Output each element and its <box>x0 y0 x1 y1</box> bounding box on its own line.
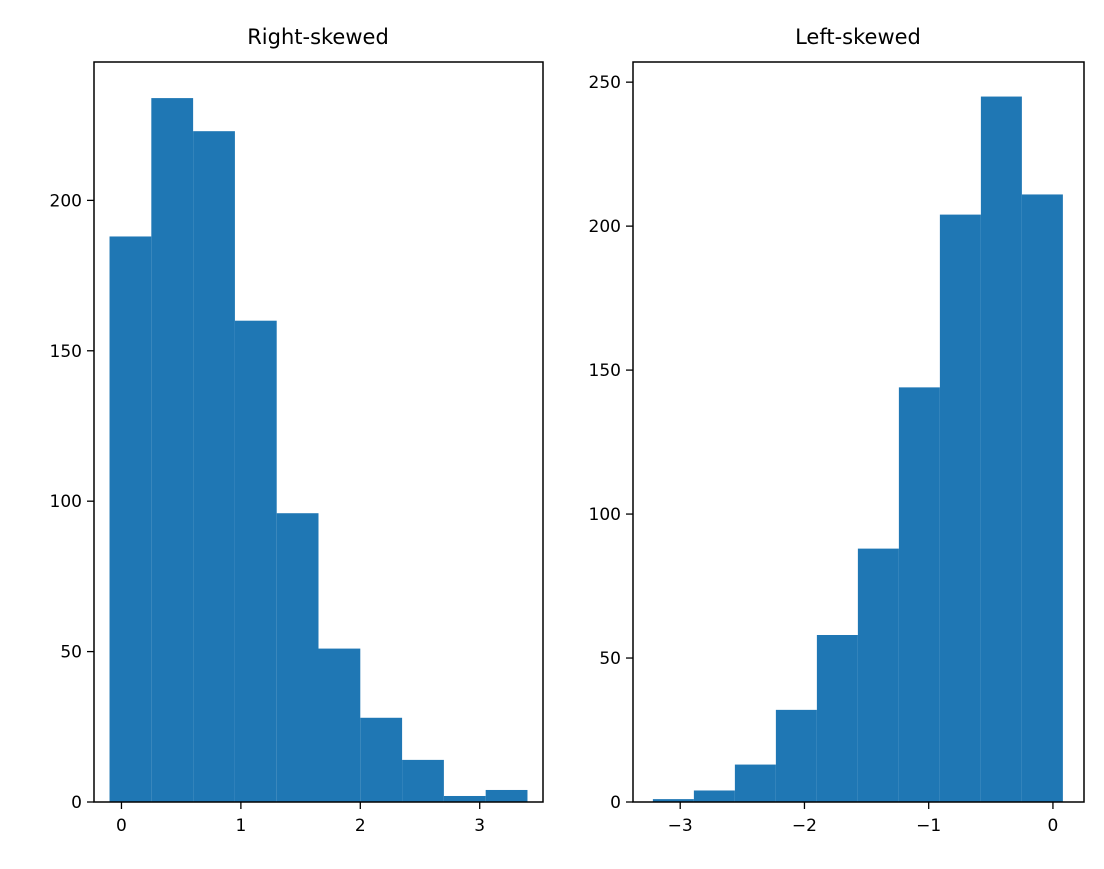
left-skewed-x-tick-label: 0 <box>1048 816 1059 836</box>
left-skewed-plot-frame <box>632 61 1085 803</box>
left-skewed-bar-3 <box>775 709 817 802</box>
left-skewed-bar-8 <box>980 96 1022 802</box>
right-skewed-bar-4 <box>276 513 319 802</box>
left-skewed-x-axis: −3 −2 −1 0 <box>668 802 1059 836</box>
right-skewed-x-axis: 0 1 2 3 <box>116 802 485 836</box>
left-skewed-bar-1 <box>693 790 735 802</box>
right-skewed-x-tick-label: 2 <box>355 816 366 836</box>
left-skewed-bar-6 <box>898 387 940 802</box>
right-skewed-bars <box>109 98 528 803</box>
left-skewed-bar-7 <box>939 214 981 803</box>
left-skewed-y-tick-label: 0 <box>610 793 621 813</box>
left-skewed-bar-0 <box>652 799 694 802</box>
right-skewed-x-tick-label: 0 <box>116 816 127 836</box>
left-skewed-x-tick-label: −2 <box>792 816 817 836</box>
left-skewed-y-tick-label: 100 <box>589 505 621 525</box>
right-skewed-bar-8 <box>443 795 486 802</box>
left-skewed-bar-9 <box>1021 194 1063 802</box>
left-skewed-y-tick-label: 200 <box>589 217 621 237</box>
left-skewed-bars <box>652 96 1063 803</box>
left-skewed-bar-4 <box>816 634 858 802</box>
right-skewed-y-axis: 0 50 100 150 200 <box>50 191 94 813</box>
left-skewed-panel: Left-skewed −3 −2 −1 0 0 50 100 150 200 250 <box>589 25 1085 836</box>
right-skewed-y-tick-label: 200 <box>50 191 82 211</box>
right-skewed-plot-frame <box>93 61 544 803</box>
right-skewed-bar-1 <box>151 98 194 803</box>
right-skewed-bar-2 <box>193 131 235 802</box>
right-skewed-y-tick-label: 50 <box>60 643 82 663</box>
right-skewed-x-tick-label: 1 <box>235 816 246 836</box>
left-skewed-y-tick-label: 50 <box>599 649 621 669</box>
right-skewed-bar-0 <box>109 236 152 802</box>
left-skewed-x-tick-label: −3 <box>668 816 693 836</box>
left-skewed-y-tick-label: 150 <box>589 361 621 381</box>
left-skewed-y-tick-label: 250 <box>589 73 621 93</box>
right-skewed-panel: Right-skewed 0 1 2 3 0 50 100 150 200 <box>50 25 544 836</box>
left-skewed-y-axis: 0 50 100 150 200 250 <box>589 73 633 813</box>
left-skewed-bar-2 <box>734 764 776 802</box>
right-skewed-title: Right-skewed <box>247 25 389 49</box>
left-skewed-x-tick-label: −1 <box>916 816 941 836</box>
left-skewed-title: Left-skewed <box>795 25 921 49</box>
right-skewed-y-tick-label: 0 <box>71 793 82 813</box>
right-skewed-y-tick-label: 150 <box>50 342 82 362</box>
right-skewed-bar-3 <box>234 320 277 802</box>
right-skewed-bar-5 <box>318 648 361 802</box>
right-skewed-y-tick-label: 100 <box>50 492 82 512</box>
right-skewed-bar-9 <box>485 789 528 802</box>
left-skewed-bar-5 <box>857 548 899 802</box>
right-skewed-bar-7 <box>402 759 444 802</box>
right-skewed-bar-6 <box>360 717 403 802</box>
right-skewed-x-tick-label: 3 <box>474 816 485 836</box>
